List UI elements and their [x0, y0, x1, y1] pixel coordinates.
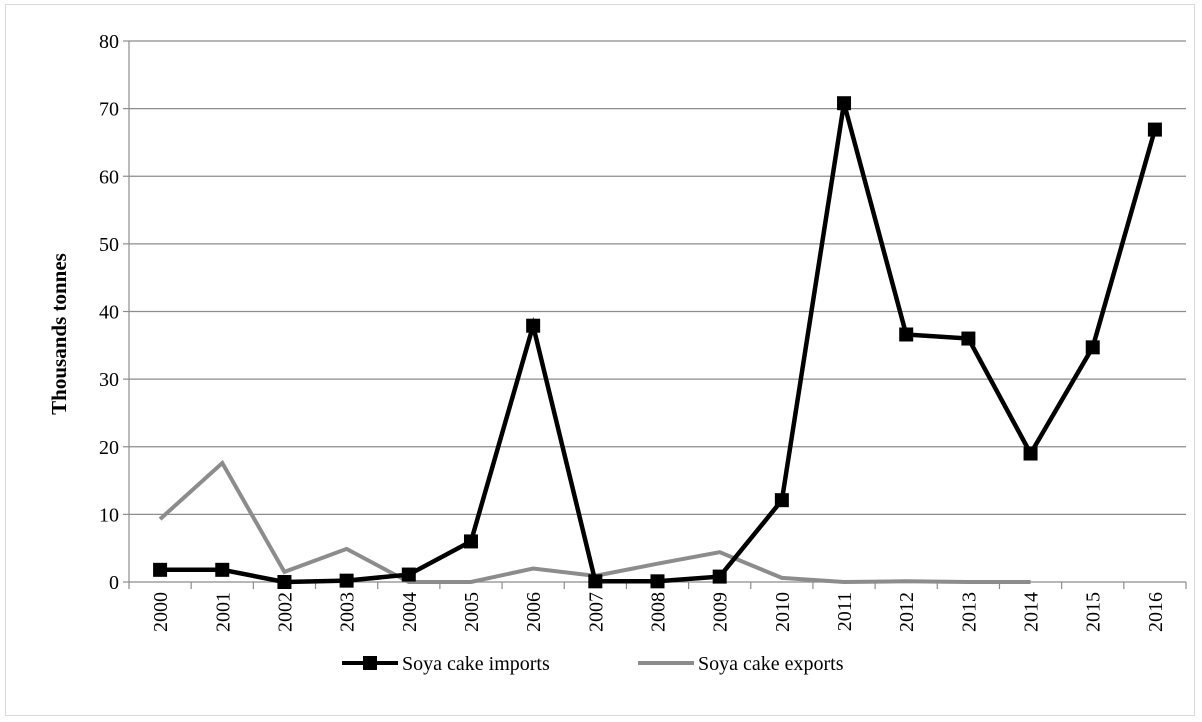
y-tick-label: 40 — [99, 302, 119, 324]
series-line-exports — [158, 459, 1031, 585]
data-point-marker — [837, 96, 852, 111]
x-tick-label: 2016 — [1145, 592, 1167, 632]
data-point-marker — [899, 327, 914, 342]
x-tick-label: 2006 — [523, 592, 545, 632]
x-tick-label: 2002 — [274, 592, 296, 632]
y-tick-label: 80 — [99, 31, 119, 53]
x-tick-labels: 2000 2001 2002 2003 2004 2005 2006 2007 2008 2009… — [150, 592, 1167, 632]
x-tick-label: 2010 — [772, 592, 794, 632]
x-tick-label: 2008 — [648, 592, 670, 632]
x-tick-label: 2004 — [399, 592, 421, 632]
data-point-marker — [1147, 122, 1162, 137]
data-point-marker — [712, 569, 727, 584]
data-point-marker — [153, 562, 168, 577]
x-tick-label: 2001 — [212, 592, 234, 632]
x-tick-label: 2014 — [1021, 592, 1043, 632]
legend-exports-label: Soya cake exports — [698, 653, 844, 675]
data-point-marker — [526, 318, 541, 333]
y-tick-label: 60 — [99, 166, 119, 188]
data-point-marker — [215, 562, 230, 577]
y-tick-label: 30 — [99, 369, 119, 391]
y-tick-labels: 0 10 20 30 40 50 60 70 80 — [99, 31, 119, 594]
series-imports — [153, 96, 1162, 589]
y-tick-label: 10 — [99, 504, 119, 526]
data-point-marker — [463, 534, 478, 549]
x-tick-label: 2011 — [834, 592, 856, 631]
series-layer — [153, 96, 1162, 589]
data-point-marker — [1085, 340, 1100, 355]
data-point-marker — [1023, 446, 1038, 461]
y-axis-label: Thousands tonnes — [47, 253, 71, 415]
gridlines — [123, 40, 1186, 583]
x-tick-label: 2012 — [896, 592, 918, 632]
series-exports — [158, 459, 1031, 585]
y-tick-label: 70 — [99, 99, 119, 121]
legend-item-imports: Soya cake imports — [342, 653, 550, 675]
data-point-marker — [277, 575, 292, 589]
series-line-imports — [160, 102, 1158, 585]
data-point-marker — [650, 574, 665, 589]
legend: Soya cake imports Soya cake exports — [342, 653, 844, 675]
y-tick-label: 20 — [99, 437, 119, 459]
data-point-marker — [774, 493, 789, 508]
x-tick-label: 2007 — [585, 592, 607, 632]
y-tick-label: 50 — [99, 234, 119, 256]
y-tick-label: 0 — [109, 572, 119, 594]
data-point-marker — [401, 567, 416, 582]
axes — [128, 41, 1187, 589]
x-tick-label: 2009 — [710, 592, 732, 632]
legend-imports-marker — [363, 656, 377, 670]
chart-frame — [5, 4, 1195, 716]
legend-imports-label: Soya cake imports — [402, 653, 550, 675]
data-point-marker — [588, 574, 603, 589]
x-tick-label: 2013 — [958, 592, 980, 632]
data-point-marker — [339, 573, 354, 588]
data-point-marker — [961, 331, 976, 346]
legend-item-exports: Soya cake exports — [638, 653, 844, 675]
x-tick-label: 2000 — [150, 592, 172, 632]
x-tick-label: 2003 — [337, 592, 359, 632]
x-tick-label: 2015 — [1083, 592, 1105, 632]
x-tick-label: 2005 — [461, 592, 483, 632]
